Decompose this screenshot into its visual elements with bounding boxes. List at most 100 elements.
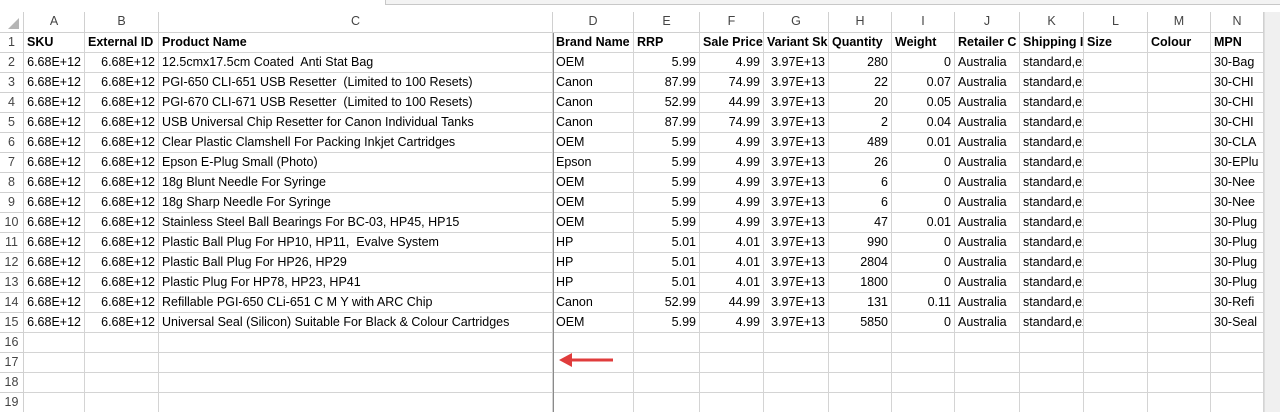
cell[interactable]: Australia [955,93,1020,113]
cell[interactable] [24,373,85,393]
cell[interactable]: Australia [955,153,1020,173]
row-header[interactable]: 4 [0,93,24,113]
cell[interactable] [1148,333,1211,353]
cell[interactable]: SKU [24,33,85,53]
cell[interactable]: 6.68E+12 [24,273,85,293]
cell[interactable]: Australia [955,313,1020,333]
cell[interactable]: Canon [553,73,634,93]
row-header[interactable]: 18 [0,373,24,393]
cell[interactable]: 6.68E+12 [85,93,159,113]
cell[interactable]: Australia [955,193,1020,213]
cell[interactable] [892,393,955,412]
cell[interactable]: 6.68E+12 [24,53,85,73]
cell[interactable]: standard,express [1020,153,1084,173]
cell[interactable] [700,373,764,393]
cell[interactable]: Epson [553,153,634,173]
cell[interactable]: 4.99 [700,213,764,233]
row-header[interactable]: 15 [0,313,24,333]
cell[interactable]: 6.68E+12 [85,253,159,273]
cell[interactable] [1020,333,1084,353]
cell[interactable]: 52.99 [634,293,700,313]
scrollbar[interactable] [1264,12,1280,412]
cell[interactable] [764,373,829,393]
cell[interactable]: 0.04 [892,113,955,133]
cell[interactable]: 30-EPlu [1211,153,1264,173]
cell[interactable]: 6.68E+12 [24,153,85,173]
cell[interactable] [1211,353,1264,373]
cell[interactable]: OEM [553,53,634,73]
cell[interactable]: Australia [955,173,1020,193]
cell[interactable] [1084,273,1148,293]
cell[interactable] [553,373,634,393]
cell[interactable] [1084,173,1148,193]
cell[interactable] [1020,353,1084,373]
cell[interactable] [85,373,159,393]
cell[interactable] [1148,53,1211,73]
row-header[interactable]: 13 [0,273,24,293]
cell[interactable]: 52.99 [634,93,700,113]
cell[interactable] [764,333,829,353]
cell[interactable] [85,353,159,373]
cell[interactable]: standard,express [1020,253,1084,273]
cell[interactable] [1148,233,1211,253]
cell[interactable]: 6.68E+12 [85,73,159,93]
cell[interactable] [892,333,955,353]
cell[interactable]: 6.68E+12 [85,53,159,73]
cell[interactable]: 0.05 [892,93,955,113]
cell[interactable] [1148,353,1211,373]
cell[interactable]: Clear Plastic Clamshell For Packing Inkj… [159,133,553,153]
cell[interactable]: Plastic Plug For HP78, HP23, HP41 [159,273,553,293]
cell[interactable]: 3.97E+13 [764,253,829,273]
cell[interactable]: 3.97E+13 [764,113,829,133]
cell[interactable]: 3.97E+13 [764,313,829,333]
cell[interactable]: 30-Plug [1211,273,1264,293]
cell[interactable]: Retailer C [955,33,1020,53]
cell[interactable] [829,333,892,353]
cell[interactable]: 6.68E+12 [24,193,85,213]
row-header[interactable]: 5 [0,113,24,133]
cell[interactable]: Plastic Ball Plug For HP10, HP11, Evalve… [159,233,553,253]
row-header[interactable]: 11 [0,233,24,253]
cell[interactable] [1084,213,1148,233]
cell[interactable]: 47 [829,213,892,233]
cell[interactable]: 30-Seal [1211,313,1264,333]
cell[interactable] [159,333,553,353]
cell[interactable] [634,373,700,393]
cell[interactable]: Australia [955,273,1020,293]
cell[interactable]: 3.97E+13 [764,53,829,73]
cell[interactable]: Size [1084,33,1148,53]
cell[interactable]: 0 [892,233,955,253]
row-header[interactable]: 6 [0,133,24,153]
row-header[interactable]: 9 [0,193,24,213]
cell[interactable] [700,353,764,373]
cell[interactable]: Canon [553,93,634,113]
cell[interactable]: OEM [553,133,634,153]
column-header[interactable]: K [1020,12,1084,33]
cell[interactable]: 6.68E+12 [85,273,159,293]
cell[interactable] [85,393,159,412]
row-header[interactable]: 8 [0,173,24,193]
cell[interactable]: OEM [553,173,634,193]
cell[interactable]: OEM [553,313,634,333]
cell[interactable]: 4.01 [700,253,764,273]
cell[interactable]: Universal Seal (Silicon) Suitable For Bl… [159,313,553,333]
cell[interactable] [85,333,159,353]
cell[interactable] [1084,73,1148,93]
cell[interactable]: standard,express [1020,213,1084,233]
cell[interactable]: 30-CHI [1211,113,1264,133]
cell[interactable] [1148,393,1211,412]
cell[interactable] [1211,373,1264,393]
cell[interactable]: 30-Nee [1211,173,1264,193]
cell[interactable]: Australia [955,233,1020,253]
cell[interactable]: USB Universal Chip Resetter for Canon In… [159,113,553,133]
cell[interactable]: 5850 [829,313,892,333]
cell[interactable]: PGI-670 CLI-671 USB Resetter (Limited to… [159,93,553,113]
cell[interactable]: 0 [892,273,955,293]
cell[interactable]: 30-Bag [1211,53,1264,73]
cell[interactable] [955,393,1020,412]
row-header[interactable]: 3 [0,73,24,93]
cell[interactable]: 20 [829,93,892,113]
cell[interactable]: standard,express [1020,133,1084,153]
cell[interactable] [1211,393,1264,412]
cell[interactable]: 30-Nee [1211,193,1264,213]
